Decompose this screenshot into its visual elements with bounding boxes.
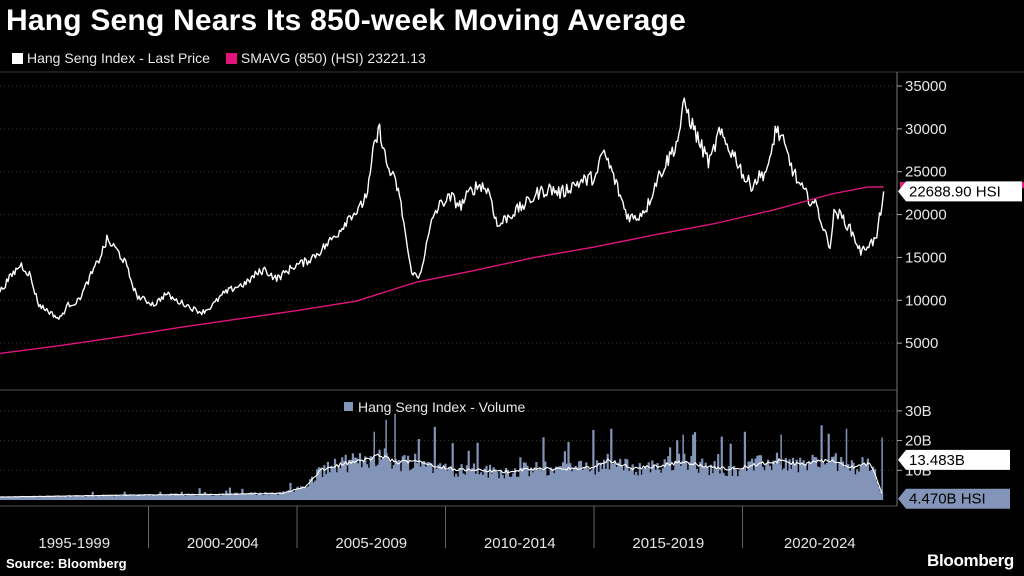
volume-y-tick-label: 30B	[905, 403, 932, 420]
volume-legend-label: Hang Seng Index - Volume	[358, 399, 526, 415]
x-tick-label: 2010-2014	[484, 535, 556, 552]
price-y-tick-label: 15000	[905, 249, 947, 266]
volume-last-label: 4.470B HSI	[909, 491, 986, 508]
price-line	[0, 97, 885, 320]
source-note: Source: Bloomberg	[6, 556, 127, 571]
price-y-tick-label: 20000	[905, 207, 947, 224]
price-legend-swatch	[12, 52, 23, 64]
bloomberg-logo: Bloomberg	[926, 551, 1014, 570]
x-tick-label: 2005-2009	[335, 535, 407, 552]
volume-average-tag	[898, 449, 1010, 470]
volume-last-tag	[898, 488, 1010, 509]
price-y-tick-label: 30000	[905, 121, 947, 138]
volume-average-label: 13.483B	[909, 452, 965, 469]
sma-line	[0, 186, 884, 355]
price-legend: Hang Seng Index - Last Price SMAVG (850)…	[6, 50, 426, 66]
price-y-tick-label: 5000	[905, 335, 938, 352]
volume-legend-swatch	[344, 402, 353, 411]
volume-bars	[0, 425, 884, 500]
x-tick-label: 2000-2004	[187, 535, 259, 552]
price-y-tick-label: 10000	[905, 292, 947, 309]
price-legend-label: Hang Seng Index - Last Price	[27, 50, 210, 66]
x-tick-label: 2015-2019	[632, 535, 704, 552]
price-y-tick-label: 35000	[905, 78, 947, 95]
price-y-tick-label: 25000	[905, 164, 947, 181]
volume-y-tick-label: 20B	[905, 433, 932, 450]
sma-legend-label: SMAVG (850) (HSI) 23221.13	[240, 50, 426, 66]
chart-title: Hang Seng Nears Its 850-week Moving Aver…	[6, 4, 686, 37]
x-tick-label: 2020-2024	[784, 535, 856, 552]
x-tick-label: 1995-1999	[38, 535, 110, 552]
last-price-tag	[898, 181, 1022, 202]
volume-average-line	[0, 453, 883, 498]
last-price-label: 22688.90 HSI	[909, 183, 1001, 200]
sma-legend-swatch	[225, 52, 237, 64]
